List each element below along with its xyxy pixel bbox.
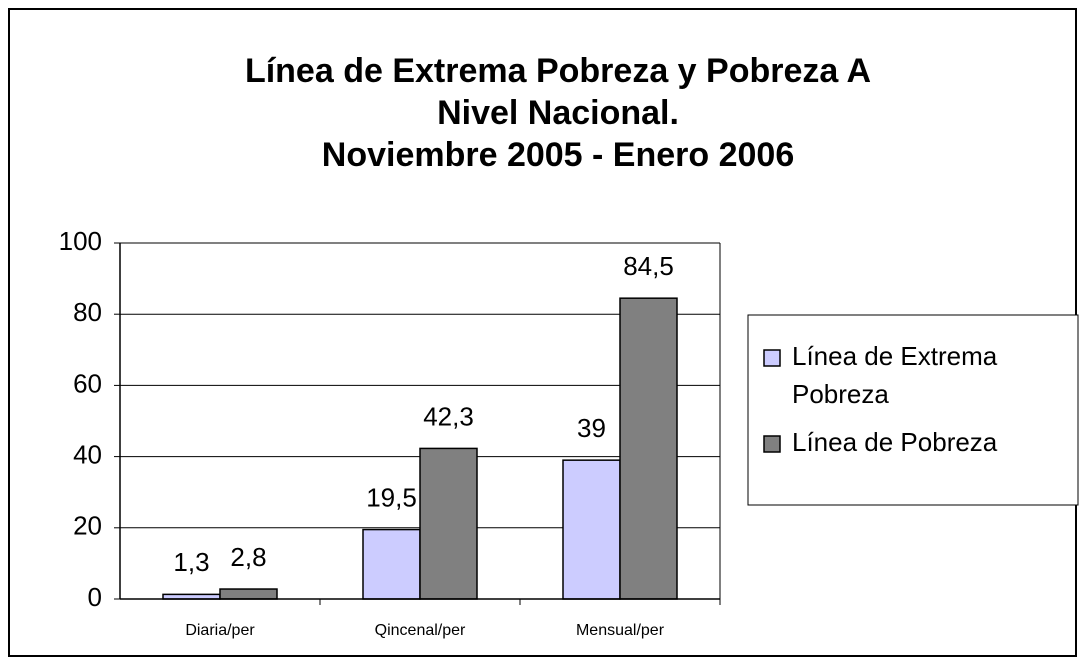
legend-label: Línea de Extrema Pobreza [792, 341, 998, 409]
bar [419, 447, 478, 600]
value-label: 1,3 [173, 547, 209, 577]
legend-box [747, 314, 1079, 506]
bar [362, 528, 421, 600]
y-tick-label: 100 [59, 226, 102, 256]
y-tick-label: 0 [88, 582, 102, 612]
bar [619, 297, 678, 600]
y-tick-label: 20 [73, 511, 102, 541]
value-label: 19,5 [366, 482, 417, 512]
x-tick-label: Mensual/per [576, 622, 665, 639]
value-label: 39 [577, 413, 606, 443]
bar [562, 459, 621, 600]
value-label: 42,3 [423, 401, 474, 431]
y-tick-label: 60 [73, 368, 102, 398]
y-tick-label: 80 [73, 297, 102, 327]
chart-title: Noviembre 2005 - Enero 2006 [322, 136, 794, 174]
x-tick-label: Qincenal/per [375, 622, 466, 639]
chart-title: Línea de Extrema Pobreza y Pobreza A [245, 52, 871, 90]
bar [219, 588, 278, 600]
legend-swatch [763, 435, 781, 453]
legend-swatch [763, 349, 781, 367]
chart-title: Nivel Nacional. [437, 94, 679, 132]
value-label: 2,8 [230, 542, 266, 572]
x-tick-label: Diaria/per [185, 622, 255, 639]
value-label: 84,5 [623, 251, 674, 281]
legend-label: Línea de Pobreza [792, 427, 998, 457]
y-tick-label: 40 [73, 439, 102, 469]
